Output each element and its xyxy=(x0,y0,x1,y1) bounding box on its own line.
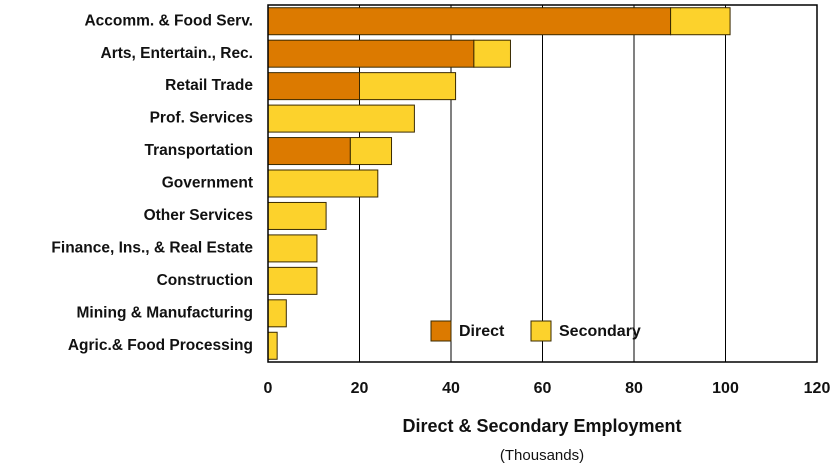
bar-segment xyxy=(267,234,318,263)
y-tick-label: Arts, Entertain., Rec. xyxy=(101,45,253,62)
y-tick-label: Other Services xyxy=(144,207,253,224)
y-tick-label: Agric.& Food Processing xyxy=(68,337,253,354)
bar-segment xyxy=(267,299,287,328)
bar-segment xyxy=(267,169,379,198)
y-tick-label: Transportation xyxy=(144,142,253,159)
bar-segment xyxy=(670,7,731,36)
x-tick-label: 120 xyxy=(804,380,831,397)
y-tick-label: Mining & Manufacturing xyxy=(76,304,253,321)
x-axis-sublabel: (Thousands) xyxy=(500,447,584,464)
y-tick-label: Prof. Services xyxy=(150,110,253,127)
legend-label: Direct xyxy=(459,323,505,340)
legend-swatch xyxy=(530,320,552,342)
legend-swatch xyxy=(430,320,452,342)
x-tick-label: 80 xyxy=(625,380,643,397)
x-tick-label: 100 xyxy=(712,380,739,397)
bar-segment xyxy=(473,39,511,68)
x-tick-label: 0 xyxy=(264,380,273,397)
y-tick-label: Accomm. & Food Serv. xyxy=(84,12,253,29)
x-tick-label: 40 xyxy=(442,380,460,397)
bar-segment xyxy=(267,201,327,230)
legend-label: Secondary xyxy=(559,323,641,340)
bar-segment xyxy=(267,266,318,295)
bar-segment xyxy=(267,137,351,166)
bar-segment xyxy=(349,137,393,166)
y-tick-label: Government xyxy=(162,175,253,192)
bar-segment xyxy=(267,72,360,101)
bar-segment xyxy=(359,72,457,101)
bar-segment xyxy=(267,39,475,68)
bar-segment xyxy=(267,7,672,36)
x-axis-label: Direct & Secondary Employment xyxy=(402,416,681,436)
y-tick-label: Finance, Ins., & Real Estate xyxy=(51,240,253,257)
plot-frame xyxy=(267,4,818,363)
bar-segment xyxy=(267,104,415,133)
bar-segment xyxy=(267,331,278,360)
y-tick-label: Retail Trade xyxy=(165,77,253,94)
x-tick-label: 20 xyxy=(351,380,369,397)
x-tick-label: 60 xyxy=(534,380,552,397)
y-tick-label: Construction xyxy=(157,272,253,289)
